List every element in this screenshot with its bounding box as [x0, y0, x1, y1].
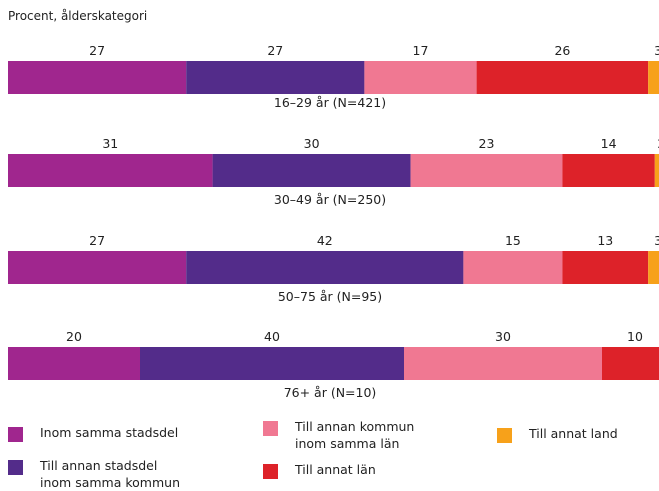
bar-segment-4-till-annan-stadsdel: [140, 347, 404, 380]
data-label: 10: [627, 329, 643, 344]
bar-segment-1-till-annan-stadsdel: [186, 61, 365, 94]
legend-swatch: [497, 428, 512, 443]
legend-label: Till annat län: [295, 462, 376, 477]
unit-label: Procent, ålderskategori: [8, 9, 148, 23]
bar-segment-2-till-annat-län: [562, 154, 655, 187]
bar-segment-2-inom-samma-stadsdel: [8, 154, 213, 187]
bar-segment-4-inom-samma-stadsdel: [8, 347, 140, 380]
stacked-bar-chart: 27 27 17 26 3 16–29 år (N=421) 31 30 23 14 2 30–49 …: [8, 43, 659, 400]
data-label: 17: [413, 43, 429, 58]
data-label: 3: [654, 233, 659, 248]
data-label: 42: [317, 233, 333, 248]
data-label: 20: [66, 329, 82, 344]
legend-label: Till annat land: [529, 426, 618, 441]
data-label: 27: [267, 43, 283, 58]
legend-item-till-annan-stadsdel: Till annan stadsdel inom samma kommun: [8, 457, 210, 491]
legend-swatch: [8, 460, 23, 475]
data-label: 30: [495, 329, 511, 344]
legend-label: Inom samma stadsdel: [40, 425, 179, 440]
legend-item-till-annat-lan: Till annat län: [263, 461, 465, 479]
bar-segment-1-inom-samma-stadsdel: [8, 61, 187, 94]
legend-item-till-annat-land: Till annat land: [497, 425, 659, 443]
bar-segment-3-inom-samma-stadsdel: [8, 251, 187, 284]
data-label: 14: [601, 136, 617, 151]
legend-item-inom-samma-stadsdel: Inom samma stadsdel: [8, 424, 210, 442]
bar-segment-1-till-annat-län: [476, 61, 649, 94]
bar-segment-3-till-annan-kommun: [463, 251, 563, 284]
data-label: 27: [89, 43, 105, 58]
bar-segment-3-till-annat-län: [562, 251, 649, 284]
legend-swatch: [263, 421, 278, 436]
bar-segment-3-till-annat-land: [648, 251, 659, 284]
data-label: 23: [479, 136, 495, 151]
legend-swatch: [263, 464, 278, 479]
legend-item-till-annan-kommun: Till annan kommun inom samma län: [263, 418, 465, 452]
data-label: 13: [597, 233, 613, 248]
bar-segment-4-till-annan-kommun: [404, 347, 602, 380]
data-label: 26: [554, 43, 570, 58]
category-label: 76+ år (N=10): [284, 385, 377, 400]
category-label: 30–49 år (N=250): [274, 192, 386, 207]
bar-segment-2-till-annan-kommun: [410, 154, 563, 187]
category-label: 16–29 år (N=421): [274, 95, 386, 110]
bar-segment-1-till-annan-kommun: [364, 61, 477, 94]
legend-swatch: [8, 427, 23, 442]
data-label: 2: [657, 136, 659, 151]
bar-segment-3-till-annan-stadsdel: [186, 251, 464, 284]
legend-label: Till annan stadsdel inom samma kommun: [40, 458, 180, 490]
data-label: 30: [304, 136, 320, 151]
bar-segment-4-till-annat-län: [602, 347, 659, 380]
data-label: 3: [654, 43, 659, 58]
data-label: 31: [102, 136, 118, 151]
category-label: 50–75 år (N=95): [278, 289, 382, 304]
bar-segment-2-till-annan-stadsdel: [212, 154, 411, 187]
bar-segment-1-till-annat-land: [648, 61, 659, 94]
data-label: 40: [264, 329, 280, 344]
data-label: 15: [505, 233, 521, 248]
data-label: 27: [89, 233, 105, 248]
bar-segment-2-till-annat-land: [654, 154, 659, 187]
legend-label: Till annan kommun inom samma län: [295, 419, 415, 451]
